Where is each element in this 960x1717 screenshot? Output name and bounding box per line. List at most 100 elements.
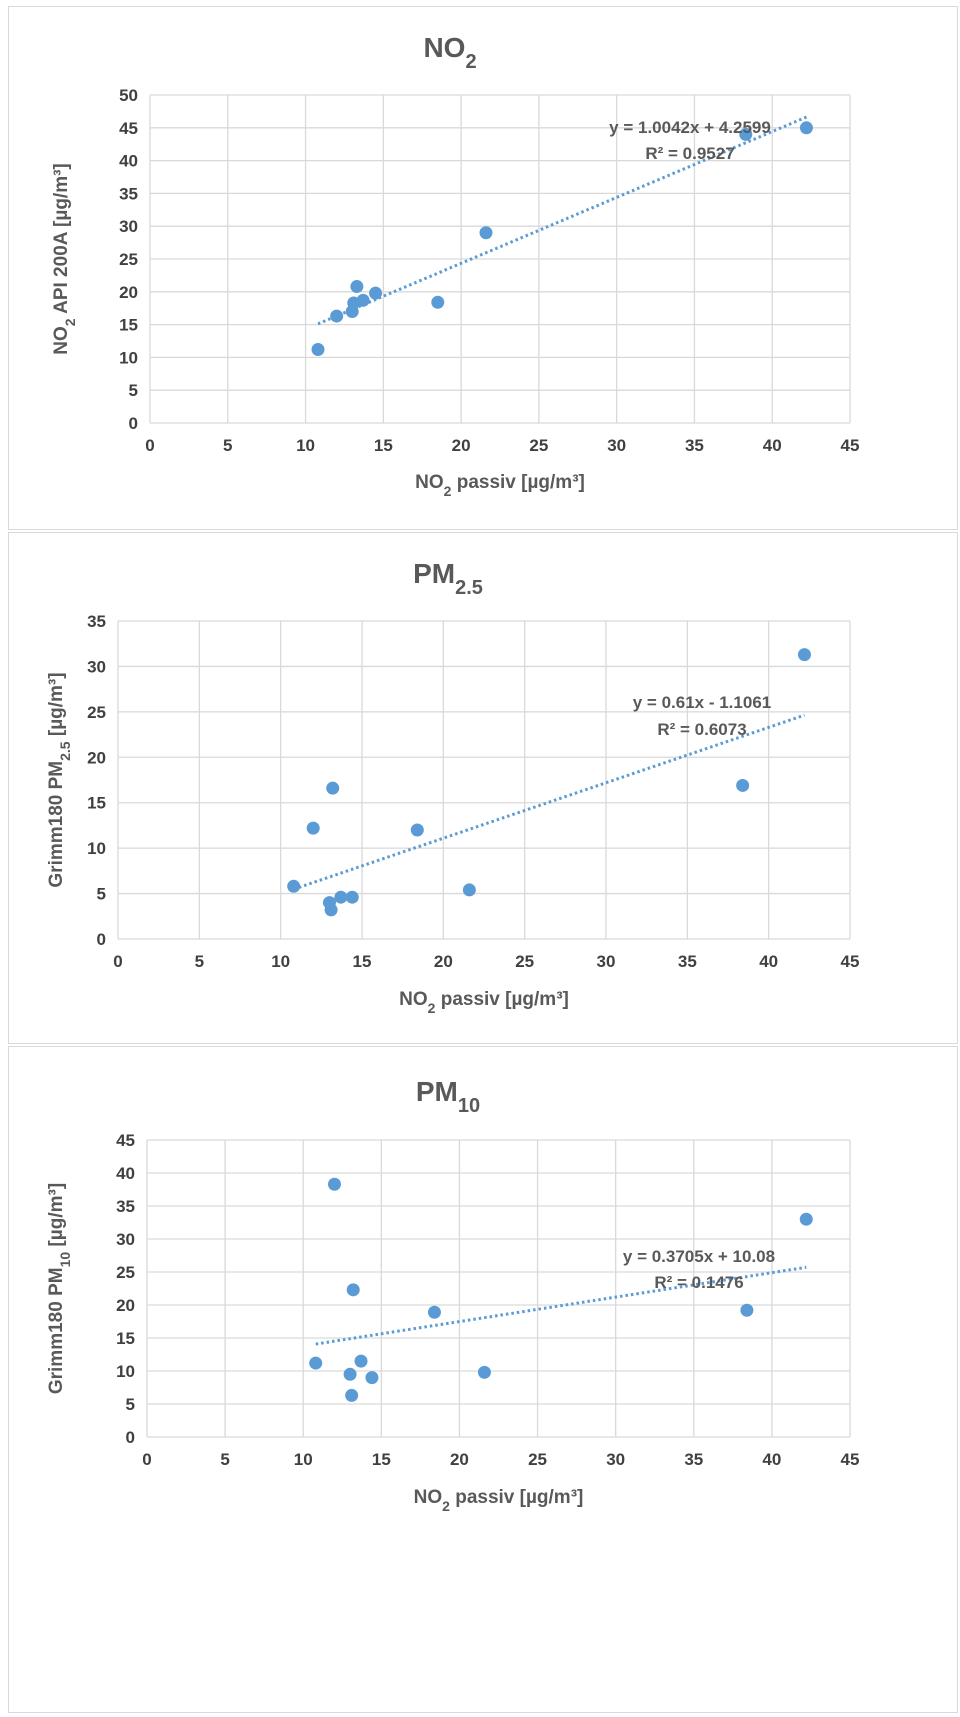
y-tick-label: 15 (87, 794, 106, 813)
x-tick-label: 15 (353, 952, 372, 971)
data-point (306, 821, 320, 835)
x-tick-label: 35 (685, 436, 704, 455)
x-tick-label: 10 (271, 952, 290, 971)
x-tick-label: 0 (145, 436, 154, 455)
x-tick-label: 45 (841, 952, 860, 971)
x-tick-label: 40 (759, 952, 778, 971)
chart-panel-pm10 (8, 1046, 958, 1713)
data-point (427, 1305, 441, 1319)
chart-title: PM2.5 (413, 558, 483, 599)
data-point (356, 293, 370, 307)
chart-panel-no2 (8, 6, 958, 530)
x-tick-label: 10 (296, 436, 315, 455)
y-tick-label: 15 (116, 1329, 135, 1348)
trendline-equation: y = 1.0042x + 4.2599 (609, 118, 771, 137)
data-point (431, 295, 445, 309)
data-point (736, 778, 750, 792)
r-squared-label: R² = 0.9527 (645, 144, 734, 163)
data-point (354, 1354, 368, 1368)
trendline-equation: y = 0.61x - 1.1061 (633, 693, 771, 712)
y-tick-label: 30 (87, 657, 106, 676)
data-point (334, 890, 348, 904)
x-tick-label: 0 (113, 952, 122, 971)
r-squared-label: R² = 0.1476 (654, 1273, 743, 1292)
y-tick-label: 5 (129, 381, 138, 400)
data-point (410, 823, 424, 837)
x-tick-label: 20 (450, 1450, 469, 1469)
data-point (739, 127, 753, 141)
pm10-plot: 0 5 10 15 20 25 30 35 40 45 0 5 10 15 20 25 30 35 40 45 PM10… (46, 1076, 859, 1514)
x-tick-label: 45 (841, 436, 860, 455)
data-point (346, 1283, 360, 1297)
y-tick-label: 35 (116, 1197, 135, 1216)
data-point (462, 883, 476, 897)
chart-title: PM10 (416, 1076, 480, 1117)
data-point (740, 1303, 754, 1317)
x-tick-label: 35 (684, 1450, 703, 1469)
trendline (293, 713, 805, 891)
data-point (799, 1212, 813, 1226)
x-tick-label: 45 (841, 1450, 860, 1469)
x-tick-label: 20 (434, 952, 453, 971)
x-tick-label: 5 (195, 952, 204, 971)
data-point (477, 1365, 491, 1379)
y-tick-label: 35 (119, 184, 138, 203)
y-tick-label: 20 (87, 748, 106, 767)
trendline (317, 115, 808, 326)
y-axis-label: NO2 API 200A [µg/m³] (51, 163, 78, 355)
x-tick-label: 30 (606, 1450, 625, 1469)
y-tick-label: 35 (87, 612, 106, 631)
x-tick-label: 20 (452, 436, 471, 455)
pm25-plot: 0 5 10 15 20 25 30 35 40 45 0 5 10 15 20 25 30 35 PM2.5 NO2… (46, 558, 859, 1016)
x-axis-label: NO2 passiv [µg/m³] (414, 1487, 584, 1514)
x-axis-label: NO2 passiv [µg/m³] (415, 472, 585, 499)
x-tick-label: 0 (142, 1450, 151, 1469)
y-axis-label: Grimm180 PM10 [µg/m³] (46, 1183, 73, 1394)
x-tick-label: 30 (597, 952, 616, 971)
data-point (324, 903, 338, 917)
data-point (369, 286, 383, 300)
x-tick-label: 25 (515, 952, 534, 971)
data-point (345, 890, 359, 904)
data-point (345, 1388, 359, 1402)
y-tick-label: 50 (119, 86, 138, 105)
data-point (479, 226, 493, 240)
y-tick-label: 0 (129, 414, 138, 433)
data-point (326, 781, 340, 795)
chart-panel-pm25 (8, 532, 958, 1044)
data-point (327, 1177, 341, 1191)
data-point (330, 309, 344, 323)
x-tick-label: 15 (372, 1450, 391, 1469)
trendline (315, 1265, 807, 1346)
data-point (311, 343, 325, 357)
y-tick-label: 10 (116, 1362, 135, 1381)
y-tick-label: 40 (116, 1164, 135, 1183)
data-point (287, 879, 301, 893)
y-tick-label: 30 (116, 1230, 135, 1249)
x-tick-label: 35 (678, 952, 697, 971)
y-tick-label: 45 (116, 1131, 135, 1150)
x-tick-label: 5 (223, 436, 232, 455)
r-squared-label: R² = 0.6073 (657, 720, 746, 739)
x-tick-label: 25 (529, 436, 548, 455)
y-tick-label: 10 (87, 839, 106, 858)
y-axis-label: Grimm180 PM2.5 [µg/m³] (46, 672, 73, 887)
data-point (343, 1367, 357, 1381)
data-point (365, 1371, 379, 1385)
x-axis-label: NO2 passiv [µg/m³] (399, 989, 569, 1016)
y-tick-label: 40 (119, 152, 138, 171)
data-point (350, 280, 364, 294)
y-tick-label: 25 (119, 250, 138, 269)
y-tick-label: 25 (116, 1263, 135, 1282)
x-tick-label: 15 (374, 436, 393, 455)
y-tick-label: 5 (97, 885, 106, 904)
x-tick-label: 25 (528, 1450, 547, 1469)
y-tick-label: 30 (119, 217, 138, 236)
chart-title: NO2 (423, 32, 476, 73)
y-tick-label: 0 (126, 1428, 135, 1447)
data-point (309, 1356, 323, 1370)
y-tick-label: 0 (97, 930, 106, 949)
